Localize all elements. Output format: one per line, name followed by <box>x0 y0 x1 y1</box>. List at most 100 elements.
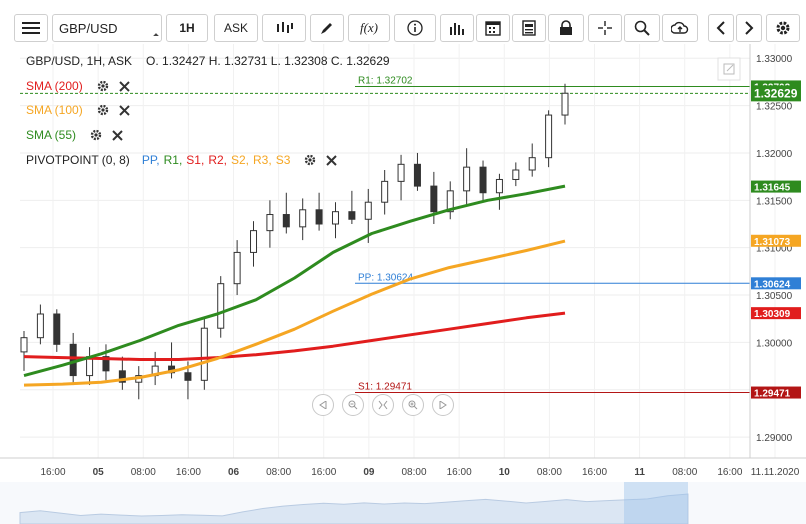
x-tick-label: 10 <box>499 467 511 478</box>
pivot-lines: R1: 1.32702 PP: 1.30624 S1: 1.29471 <box>20 75 750 394</box>
expand-icon[interactable] <box>717 57 741 81</box>
x-tick-label: 09 <box>363 467 375 478</box>
price-tag-label: 1.31645 <box>754 183 791 194</box>
pan-left-button[interactable] <box>312 394 334 416</box>
candle-body <box>315 209 323 225</box>
timeframe-button[interactable]: 1H <box>166 14 208 42</box>
calendar-button[interactable] <box>476 14 510 42</box>
settings-button[interactable] <box>766 14 800 42</box>
chart-toolbar: GBP/USD 1H ASK f(x) <box>0 0 806 45</box>
zoom-in-button[interactable] <box>402 394 424 416</box>
fx-label: f(x) <box>359 20 379 35</box>
price-tag <box>751 277 801 290</box>
navigator-area <box>19 493 689 524</box>
candle-body <box>446 190 454 213</box>
y-tick-label: 1.33000 <box>756 54 793 65</box>
pivot-level-r3: R3, <box>253 153 272 167</box>
sma-55-label: SMA (55) <box>26 128 77 142</box>
sma-line <box>23 239 566 387</box>
gear-icon[interactable] <box>97 80 109 92</box>
indicators-button[interactable]: f(x) <box>348 14 390 42</box>
upload-button[interactable] <box>662 14 698 42</box>
sma-200-legend[interactable]: SMA (200) <box>26 79 130 93</box>
price-tag <box>751 85 801 102</box>
zoom-in-icon <box>408 400 418 410</box>
lock-icon <box>560 20 572 35</box>
candle-body <box>397 163 405 182</box>
candle-body <box>364 201 372 220</box>
close-icon[interactable] <box>118 80 130 92</box>
close-icon[interactable] <box>118 104 130 116</box>
triangle-right-icon <box>439 401 447 409</box>
price-tag-label: 1.31073 <box>754 237 791 248</box>
candle-body <box>331 211 339 225</box>
sma-100-label: SMA (100) <box>26 103 83 117</box>
crosshair-button[interactable] <box>588 14 622 42</box>
y-tick-label: 1.29000 <box>756 433 793 444</box>
pan-right-button[interactable] <box>432 394 454 416</box>
close-icon[interactable] <box>112 129 123 141</box>
templates-button[interactable] <box>512 14 546 42</box>
price-tag <box>751 180 801 193</box>
price-chart[interactable]: R1: 1.32702 PP: 1.30624 S1: 1.29471 1.3300… <box>0 44 806 524</box>
close-icon[interactable] <box>326 154 338 166</box>
zoom-button[interactable] <box>624 14 660 42</box>
navigator-window <box>624 482 688 524</box>
symbol-text: GBP/USD <box>59 21 118 36</box>
price-type-button[interactable]: ASK <box>214 14 258 42</box>
x-tick-label: 16:00 <box>447 467 472 478</box>
price-type-label: ASK <box>223 21 248 35</box>
x-tick-label: 16:00 <box>717 467 742 478</box>
calendar-icon <box>485 21 501 36</box>
candle-body <box>495 178 503 194</box>
candle-body <box>53 313 61 345</box>
gear-icon[interactable] <box>90 129 102 141</box>
price-tag-label: 1.30309 <box>754 309 791 320</box>
y-tick-label: 1.30500 <box>756 291 793 302</box>
zoom-out-button[interactable] <box>342 394 364 416</box>
menu-button[interactable] <box>14 14 48 42</box>
pivot-level-r1: R1, <box>163 153 183 167</box>
lock-button[interactable] <box>548 14 584 42</box>
x-tick-label: 06 <box>228 467 240 478</box>
sma-55-legend[interactable]: SMA (55) <box>26 128 123 142</box>
price-tag-label: 1.32629 <box>754 86 798 100</box>
pivot-legend[interactable]: PIVOTPOINT (0, 8) PP, R1, S1, R2, S2, R3… <box>26 153 338 167</box>
instrument-label: GBP/USD, 1H, ASK <box>26 54 133 68</box>
gear-icon[interactable] <box>97 104 109 116</box>
pivot-label: PIVOTPOINT (0, 8) <box>26 153 130 167</box>
candle-body <box>20 337 28 353</box>
symbol-input[interactable]: GBP/USD <box>52 14 162 42</box>
reset-button[interactable] <box>372 394 394 416</box>
candle-body <box>184 372 192 381</box>
gear-icon[interactable] <box>304 154 316 166</box>
pivot-line-label: S1: 1.29471 <box>358 382 412 393</box>
x-tick-label: 08:00 <box>131 467 156 478</box>
x-tick-label: 16:00 <box>40 467 65 478</box>
price-tag <box>751 386 801 399</box>
sma-100-legend[interactable]: SMA (100) <box>26 103 130 117</box>
scroll-right-button[interactable] <box>736 14 762 42</box>
x-tick-label: 16:00 <box>176 467 201 478</box>
volume-button[interactable] <box>440 14 474 42</box>
candle-body <box>463 166 471 192</box>
y-tick-label: 1.30000 <box>756 338 793 349</box>
scroll-left-button[interactable] <box>708 14 734 42</box>
pivot-level-r2: R2, <box>208 153 227 167</box>
candle-body <box>512 169 520 180</box>
crosshair-icon <box>598 21 612 35</box>
candle-body <box>413 163 421 187</box>
y-tick-label: 1.32000 <box>756 149 793 160</box>
candle-body <box>561 92 569 116</box>
x-tick-label: 16:00 <box>311 467 336 478</box>
price-tag-label: 1.29471 <box>754 389 791 400</box>
candlestick-icon <box>277 22 293 33</box>
info-button[interactable] <box>394 14 436 42</box>
x-tick-label: 16:00 <box>582 467 607 478</box>
x-tick-label: 08:00 <box>537 467 562 478</box>
candle-body <box>217 283 225 329</box>
draw-tool-button[interactable] <box>310 14 344 42</box>
sma-line <box>23 311 566 361</box>
chart-type-button[interactable] <box>262 14 306 42</box>
zoom-out-icon <box>348 400 358 410</box>
